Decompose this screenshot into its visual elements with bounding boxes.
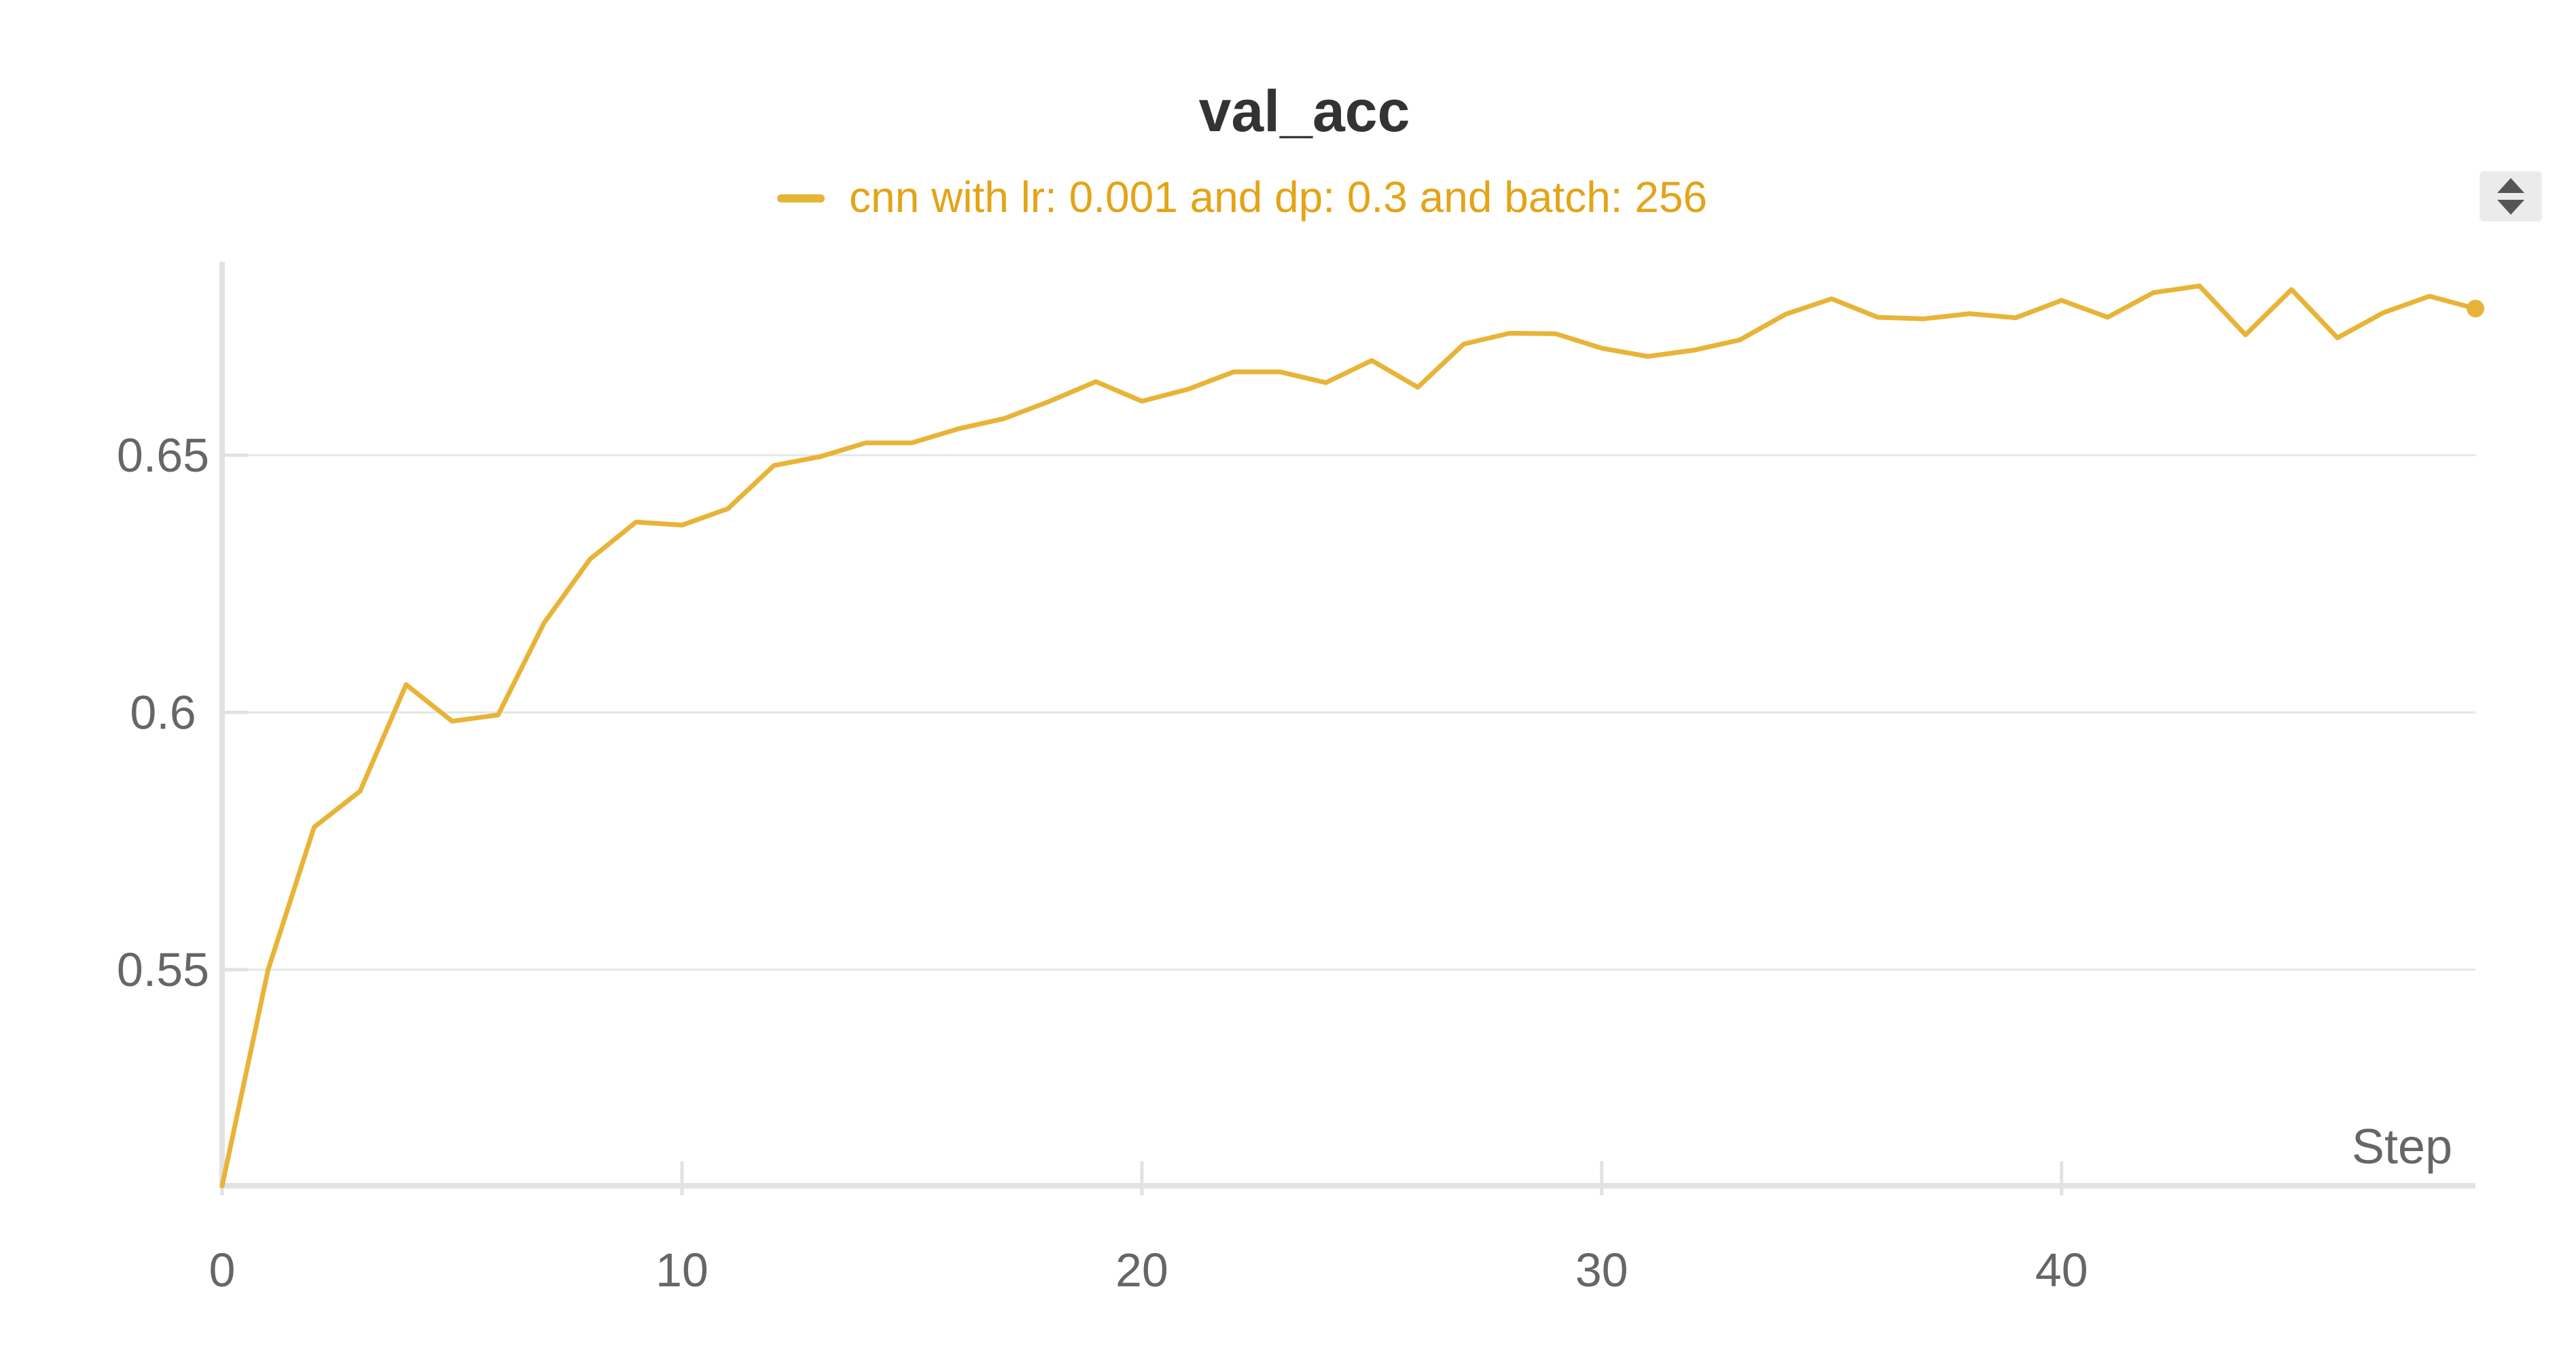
x-tick-label: 10 bbox=[656, 1244, 709, 1297]
chart-title: val_acc bbox=[1199, 79, 1410, 144]
legend-sort-button[interactable] bbox=[2480, 171, 2542, 222]
y-tick-label: 0.65 bbox=[117, 429, 209, 482]
series-end-point bbox=[2467, 300, 2484, 318]
y-tick-label: 0.6 bbox=[130, 686, 196, 739]
sort-up-down-icon bbox=[2497, 178, 2524, 215]
axis-layer: 0.55 0.6 0.65 0 10 20 30 40 bbox=[117, 262, 2475, 1297]
series-layer bbox=[219, 283, 2484, 1188]
x-tick-label: 0 bbox=[209, 1244, 236, 1297]
grid-layer bbox=[229, 454, 2475, 971]
x-tick-label: 30 bbox=[1575, 1244, 1628, 1297]
x-tick-label: 40 bbox=[2035, 1244, 2088, 1297]
x-tick-label: 20 bbox=[1115, 1244, 1168, 1297]
legend-entry-label[interactable]: cnn with lr: 0.001 and dp: 0.3 and batch… bbox=[849, 173, 1707, 222]
label-layer: val_acc cnn with lr: 0.001 and dp: 0.3 a… bbox=[777, 79, 2452, 1174]
y-tick-label: 0.55 bbox=[117, 943, 209, 996]
x-axis-label: Step bbox=[2352, 1120, 2452, 1174]
series-line bbox=[219, 283, 2478, 1188]
